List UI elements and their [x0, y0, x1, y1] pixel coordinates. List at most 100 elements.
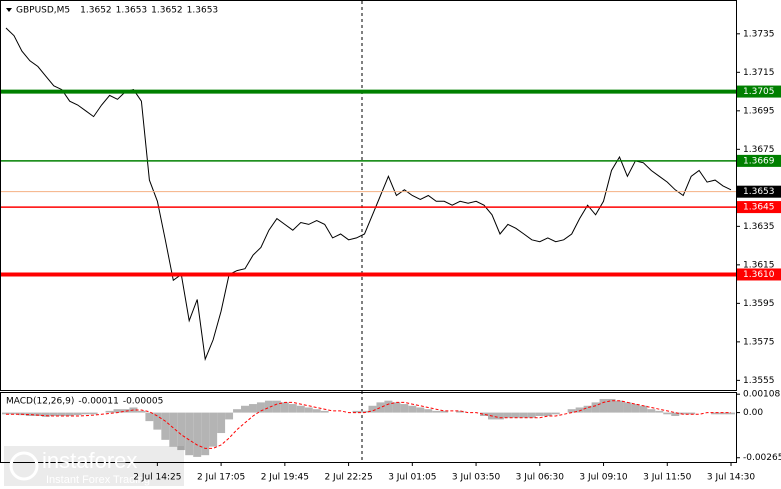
watermark-bg: [4, 446, 184, 486]
macd-bar: [9, 412, 18, 415]
macd-bar: [599, 398, 608, 413]
macd-bar: [416, 407, 425, 413]
level-box: [737, 268, 781, 281]
macd-bar: [679, 412, 688, 415]
ohlc-value: 1.3652: [151, 6, 183, 16]
macd-bar: [185, 412, 194, 456]
y-tick-label: 1.3715: [743, 68, 775, 78]
macd-bar: [424, 409, 433, 413]
y-tick-label: 1.3635: [743, 222, 775, 232]
watermark-tagline: Instant Forex Trading: [46, 474, 150, 486]
watermark: instaforex Instant Forex Trading: [4, 446, 184, 486]
macd-bar: [304, 407, 313, 413]
macd-bar: [272, 400, 281, 413]
macd-bar: [2, 412, 10, 415]
macd-bar: [49, 412, 58, 416]
macd-bar: [352, 410, 361, 413]
macd-bar: [432, 410, 441, 413]
y-tick-label: 1.3675: [743, 145, 775, 155]
macd-bar: [503, 412, 512, 418]
macd-bar: [233, 409, 242, 413]
macd-bar: [671, 412, 680, 416]
macd-bar: [177, 412, 186, 451]
macd-bar: [527, 412, 536, 418]
macd-bar: [663, 412, 672, 415]
macd-bar: [193, 412, 202, 457]
macd-bar: [400, 404, 409, 413]
y-tick-label: 1.3735: [743, 29, 775, 39]
x-tick-label: 3 Jul 03:50: [452, 473, 501, 483]
y-tick-label: 0.00108: [743, 390, 780, 400]
macd-bar: [631, 404, 640, 413]
x-tick-label: 2 Jul 19:45: [261, 473, 309, 483]
x-tick-label: 2 Jul 14:25: [133, 473, 181, 483]
plot-layer: 1.3735 1.3715 1.3695 1.3675 1.3635 1.3615 1.35…: [1, 27, 781, 466]
macd-bar: [312, 409, 321, 413]
macd-bar: [615, 400, 624, 413]
macd-bar: [687, 412, 696, 415]
macd-bar: [647, 409, 656, 413]
macd-bar: [41, 412, 50, 417]
macd-bar: [280, 402, 289, 413]
macd-readout: -0.00011: [78, 397, 118, 407]
macd-bar: [535, 412, 544, 416]
last-price-box: [737, 185, 781, 198]
y-tick-label: 0.00: [743, 408, 763, 418]
macd-bar: [209, 412, 218, 447]
x-tick-label: 3 Jul 14:30: [707, 473, 756, 483]
level-box: [737, 154, 781, 167]
macd-bar: [201, 412, 210, 456]
level-label: 1.3705: [743, 87, 775, 97]
price-panel: [0, 0, 737, 391]
y-tick-label: -0.00265: [743, 453, 781, 463]
macd-bar: [320, 410, 329, 413]
macd-bar: [241, 405, 249, 413]
macd-bar: [153, 412, 162, 430]
macd-bar: [73, 412, 82, 416]
macd-bar: [217, 412, 226, 434]
chart-title: GBPUSD,M5: [16, 6, 70, 16]
macd-bar: [360, 410, 369, 413]
level-box: [737, 201, 781, 214]
ohlc-value: 1.3653: [187, 6, 219, 16]
macd-bar: [511, 412, 520, 418]
x-tick-label: 3 Jul 01:05: [388, 473, 436, 483]
macd-bar: [639, 405, 648, 413]
x-tick-label: 2 Jul 17:05: [197, 473, 245, 483]
macd-bar: [169, 412, 178, 447]
symbol-marker: [6, 8, 12, 12]
macd-bar: [408, 405, 417, 413]
macd-bar: [161, 412, 170, 440]
macd-bar: [225, 412, 234, 420]
macd-bar: [384, 400, 393, 413]
y-tick-label: 1.3695: [743, 106, 775, 116]
signal-line: [6, 400, 731, 449]
level-label: 1.3610: [743, 270, 775, 280]
level-label: 1.3669: [743, 156, 775, 166]
macd-bar: [456, 410, 465, 413]
macd-bar: [392, 402, 401, 413]
macd-bar: [145, 412, 154, 422]
last-price-label: 1.3653: [743, 187, 775, 197]
macd-bar: [543, 412, 552, 416]
macd-bar: [368, 405, 377, 413]
macd-bar: [264, 400, 273, 413]
y-tick-label: 1.3615: [743, 260, 775, 270]
y-tick-label: 1.3555: [743, 376, 775, 386]
macd-bar: [248, 404, 257, 413]
ohlc-value: 1.3652: [80, 6, 112, 16]
macd-bar: [25, 412, 34, 416]
ohlc-value: 1.3653: [116, 6, 148, 16]
level-box: [737, 85, 781, 98]
macd-bar: [121, 409, 130, 413]
macd-bar: [591, 402, 600, 413]
macd-bar: [495, 412, 504, 420]
macd-bar: [551, 412, 560, 415]
macd-bar: [623, 402, 632, 413]
macd-bar: [137, 410, 146, 413]
macd-bar: [567, 409, 576, 413]
macd-bar: [655, 410, 664, 413]
macd-bar: [89, 412, 98, 415]
macd-bar: [575, 407, 584, 413]
